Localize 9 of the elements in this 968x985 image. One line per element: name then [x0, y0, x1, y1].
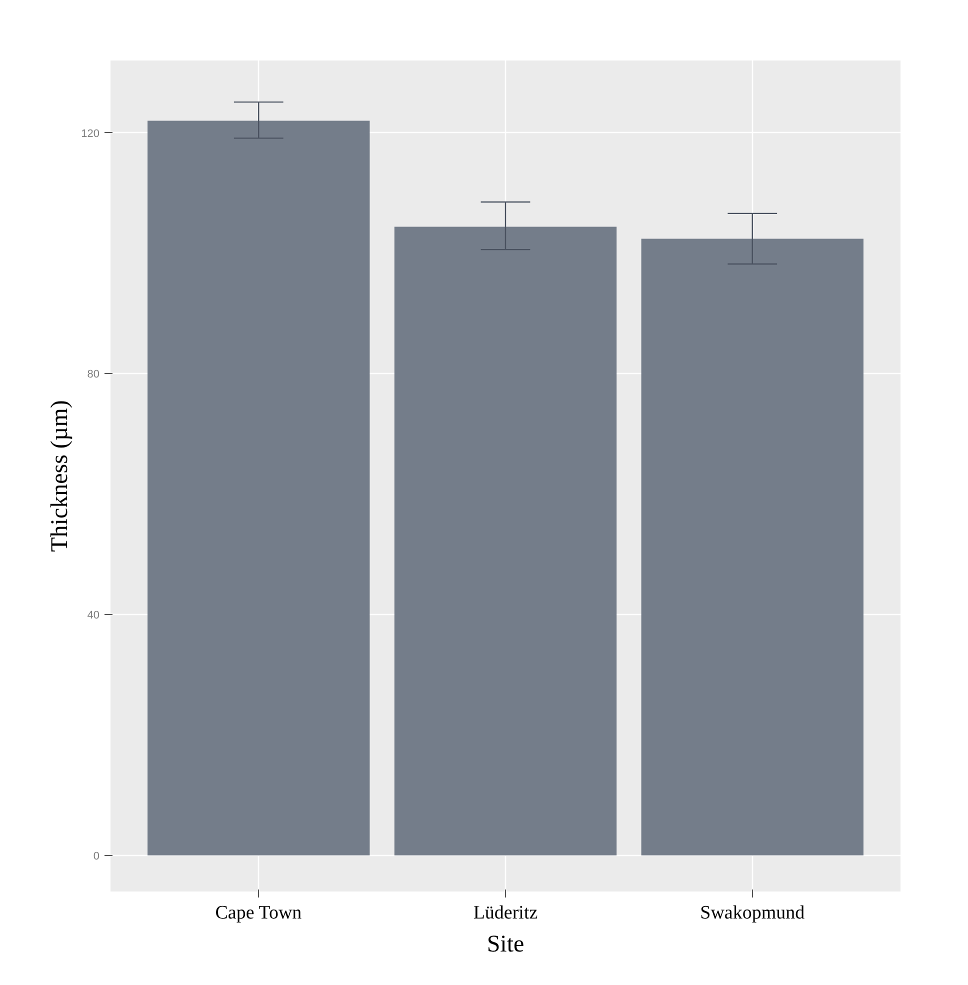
- x-tick-label: Cape Town: [215, 902, 302, 924]
- y-tick-label: 40: [87, 610, 100, 622]
- y-axis-title: Thickness (µm): [47, 400, 74, 552]
- y-tick-label: 0: [93, 850, 100, 862]
- y-tick-label: 120: [81, 128, 100, 140]
- y-tick-label: 80: [87, 368, 100, 381]
- x-tick-label: Swakopmund: [700, 902, 806, 924]
- x-axis-title: Site: [486, 932, 524, 958]
- x-tick-label: Lüderitz: [473, 902, 538, 924]
